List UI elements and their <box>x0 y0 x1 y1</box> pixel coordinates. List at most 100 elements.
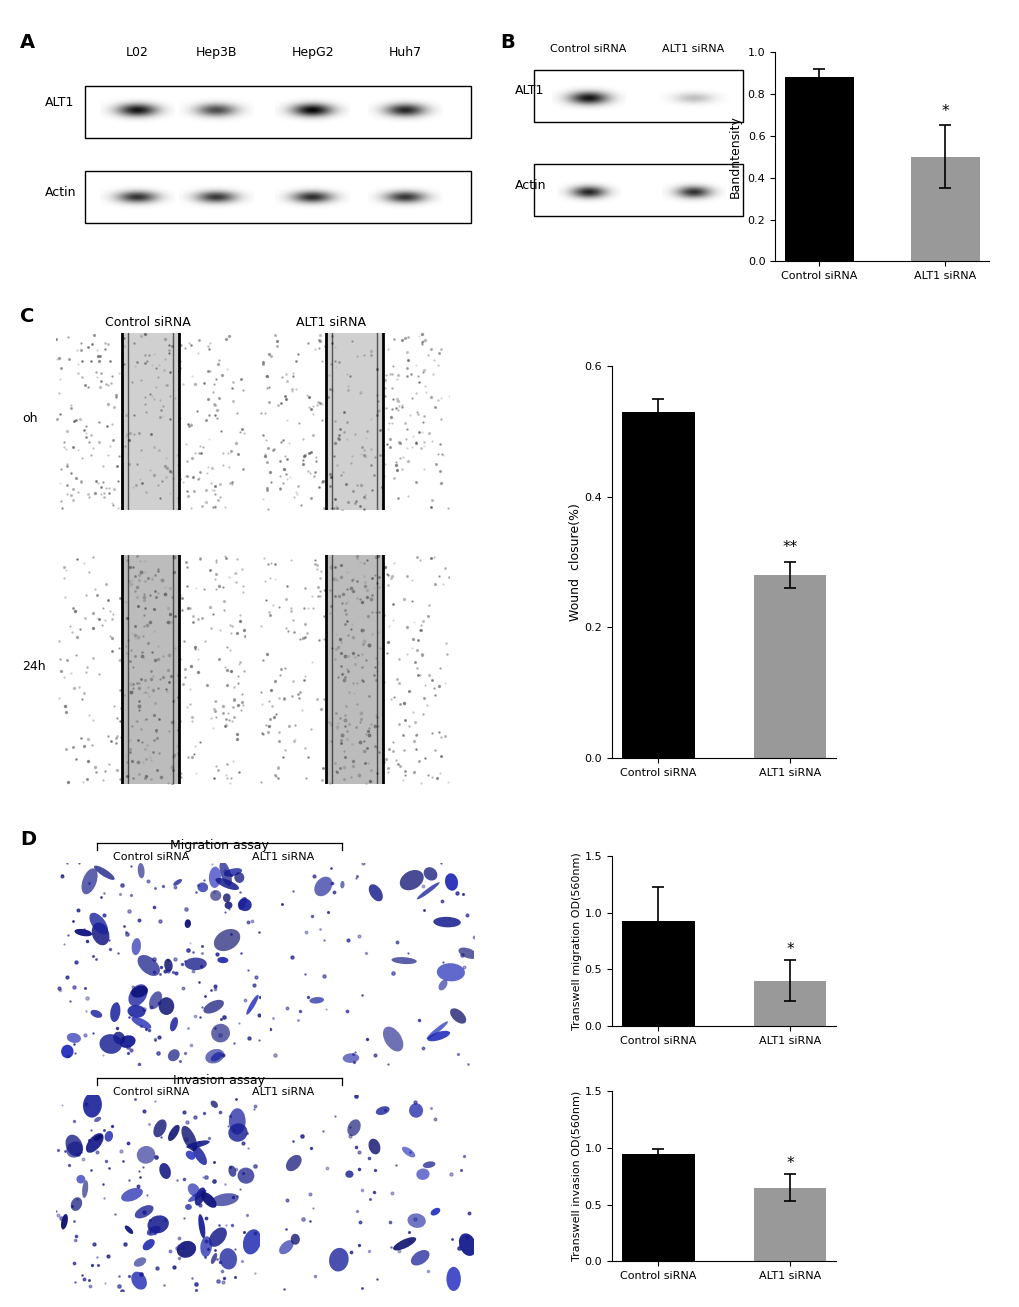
Ellipse shape <box>173 880 181 886</box>
Ellipse shape <box>211 1023 230 1043</box>
Bar <box>785 77 853 261</box>
Ellipse shape <box>198 882 208 893</box>
Ellipse shape <box>285 1155 302 1171</box>
Ellipse shape <box>228 1124 248 1142</box>
Text: Invasion assay: Invasion assay <box>173 1074 265 1087</box>
Ellipse shape <box>458 948 477 959</box>
Ellipse shape <box>76 1175 86 1184</box>
Ellipse shape <box>223 894 230 902</box>
Ellipse shape <box>200 1236 212 1257</box>
Ellipse shape <box>105 1131 113 1142</box>
Bar <box>326 333 382 510</box>
Ellipse shape <box>158 997 174 1016</box>
Ellipse shape <box>243 1230 261 1255</box>
Text: 24h: 24h <box>22 660 46 673</box>
Bar <box>753 1188 825 1261</box>
Ellipse shape <box>181 1125 197 1151</box>
Ellipse shape <box>401 1146 415 1158</box>
Ellipse shape <box>184 1204 192 1210</box>
Text: ALT1: ALT1 <box>515 85 544 98</box>
Ellipse shape <box>407 1213 425 1227</box>
Text: HepG2: HepG2 <box>291 46 333 59</box>
Ellipse shape <box>100 1034 122 1053</box>
Ellipse shape <box>90 912 108 935</box>
Bar <box>910 157 978 261</box>
Ellipse shape <box>138 955 160 976</box>
Ellipse shape <box>195 1188 206 1205</box>
Ellipse shape <box>94 1134 103 1141</box>
Ellipse shape <box>203 1000 224 1013</box>
Ellipse shape <box>449 1008 466 1023</box>
Text: *: * <box>786 942 793 957</box>
Ellipse shape <box>66 1141 83 1158</box>
Ellipse shape <box>329 1248 348 1272</box>
Text: L02: L02 <box>125 46 149 59</box>
Ellipse shape <box>340 881 344 889</box>
Ellipse shape <box>246 995 259 1014</box>
Ellipse shape <box>368 1138 380 1154</box>
Ellipse shape <box>82 868 98 894</box>
Ellipse shape <box>416 1168 429 1180</box>
Ellipse shape <box>219 861 231 886</box>
Ellipse shape <box>219 1248 236 1269</box>
Ellipse shape <box>193 1145 207 1165</box>
Ellipse shape <box>238 897 247 910</box>
Ellipse shape <box>128 984 148 1006</box>
Ellipse shape <box>423 867 437 881</box>
Text: Huh7: Huh7 <box>388 46 421 59</box>
Ellipse shape <box>228 1166 236 1176</box>
Ellipse shape <box>369 885 382 902</box>
Ellipse shape <box>82 1180 88 1199</box>
Ellipse shape <box>347 1119 361 1136</box>
Ellipse shape <box>211 1052 222 1061</box>
Ellipse shape <box>433 916 461 928</box>
Ellipse shape <box>121 1188 143 1201</box>
Text: ALT1: ALT1 <box>45 97 74 110</box>
Ellipse shape <box>92 923 109 945</box>
Text: B: B <box>499 33 514 52</box>
Ellipse shape <box>148 1216 169 1234</box>
Ellipse shape <box>438 980 447 991</box>
Ellipse shape <box>170 1017 177 1031</box>
Bar <box>122 555 178 784</box>
Ellipse shape <box>149 991 162 1009</box>
Ellipse shape <box>198 1214 205 1238</box>
Ellipse shape <box>130 985 148 997</box>
Ellipse shape <box>131 1272 147 1290</box>
Ellipse shape <box>113 1031 125 1044</box>
Ellipse shape <box>168 1050 179 1061</box>
Ellipse shape <box>279 1240 293 1255</box>
Bar <box>622 412 694 758</box>
Bar <box>85 171 470 222</box>
Text: Hep3B: Hep3B <box>196 46 236 59</box>
Ellipse shape <box>65 1134 83 1157</box>
Ellipse shape <box>224 902 232 908</box>
Ellipse shape <box>417 882 439 899</box>
Ellipse shape <box>94 865 114 880</box>
Ellipse shape <box>237 1167 254 1184</box>
Y-axis label: Bandntensity: Bandntensity <box>729 115 742 199</box>
Ellipse shape <box>70 1197 83 1212</box>
Y-axis label: Wound  closure(%): Wound closure(%) <box>569 503 581 621</box>
Ellipse shape <box>234 872 245 884</box>
Ellipse shape <box>135 1205 154 1218</box>
Ellipse shape <box>309 997 324 1004</box>
Ellipse shape <box>211 1253 217 1264</box>
Bar <box>622 1154 694 1261</box>
Ellipse shape <box>426 1021 447 1039</box>
Ellipse shape <box>153 1119 166 1137</box>
Bar <box>534 163 742 216</box>
Text: Control siRNA: Control siRNA <box>113 1087 189 1098</box>
Ellipse shape <box>399 870 423 890</box>
Bar <box>753 980 825 1026</box>
Ellipse shape <box>91 1010 102 1018</box>
Ellipse shape <box>110 1002 120 1022</box>
Ellipse shape <box>210 890 221 901</box>
Ellipse shape <box>290 1234 300 1244</box>
Ellipse shape <box>143 1239 155 1251</box>
Ellipse shape <box>94 1116 101 1123</box>
Ellipse shape <box>186 1140 210 1149</box>
Ellipse shape <box>119 1035 136 1048</box>
Ellipse shape <box>237 898 252 911</box>
Bar <box>753 575 825 758</box>
